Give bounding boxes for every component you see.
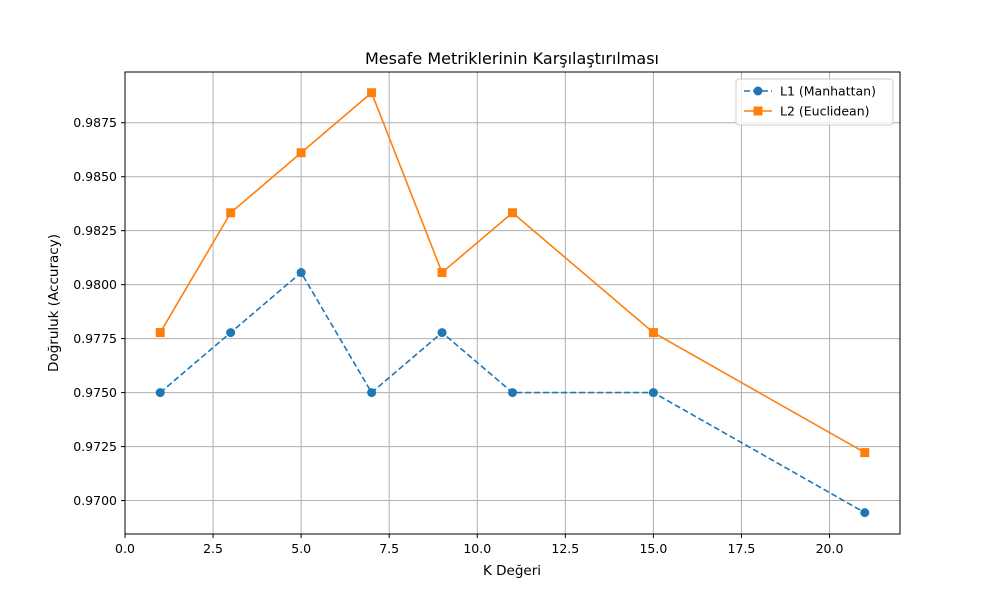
data-point-l2 bbox=[860, 448, 870, 458]
x-tick-label: 2.5 bbox=[203, 541, 223, 556]
x-tick-label: 20.0 bbox=[816, 541, 844, 556]
x-tick-label: 5.0 bbox=[291, 541, 311, 556]
data-point-l1 bbox=[860, 508, 870, 518]
chart-title: Mesafe Metriklerinin Karşılaştırılması bbox=[365, 49, 659, 68]
data-point-l2 bbox=[648, 328, 658, 338]
y-axis-title: Doğruluk (Accuracy) bbox=[46, 234, 62, 372]
series-line-l1 bbox=[159, 271, 866, 514]
data-point-l2 bbox=[508, 208, 517, 218]
series-l1 bbox=[155, 268, 870, 518]
x-tick-label: 17.5 bbox=[728, 541, 756, 556]
legend-label: L1 (Manhattan) bbox=[780, 84, 876, 99]
legend-marker bbox=[753, 106, 763, 116]
legend-box bbox=[735, 78, 894, 126]
x-tick-label: 12.5 bbox=[551, 541, 579, 556]
y-tick-label: 0.9750 bbox=[73, 385, 117, 400]
data-point-l2 bbox=[437, 268, 447, 278]
series-l2 bbox=[155, 88, 870, 458]
x-axis: 0.0 2.5 5.0 7.5 10.0 12.5 15.0 17.5 20.0 bbox=[115, 534, 844, 556]
data-point-l1 bbox=[367, 388, 377, 398]
x-tick-label: 0.0 bbox=[115, 541, 135, 556]
data-point-l1 bbox=[226, 328, 236, 338]
y-tick-label: 0.9775 bbox=[73, 331, 117, 346]
plot-frame bbox=[124, 71, 901, 535]
data-point-l1 bbox=[508, 388, 517, 398]
series-line-l2 bbox=[159, 91, 866, 454]
legend-item-l1: L1 (Manhattan) bbox=[744, 84, 876, 99]
y-tick-label: 0.9825 bbox=[73, 223, 117, 238]
legend-marker bbox=[753, 86, 763, 96]
data-point-l2 bbox=[367, 88, 377, 98]
legend: L1 (Manhattan) L2 (Euclidean) bbox=[735, 78, 894, 126]
data-point-l2 bbox=[155, 328, 165, 338]
data-point-l1 bbox=[437, 328, 447, 338]
y-tick-label: 0.9800 bbox=[73, 277, 117, 292]
data-point-l2 bbox=[296, 148, 306, 158]
y-tick-label: 0.9700 bbox=[73, 493, 117, 508]
x-tick-label: 10.0 bbox=[463, 541, 491, 556]
data-point-l1 bbox=[155, 388, 165, 398]
x-tick-label: 7.5 bbox=[379, 541, 399, 556]
data-point-l2 bbox=[226, 208, 236, 218]
legend-label: L2 (Euclidean) bbox=[780, 104, 870, 119]
y-tick-label: 0.9725 bbox=[73, 439, 117, 454]
plot-area bbox=[125, 72, 900, 534]
legend-item-l2: L2 (Euclidean) bbox=[744, 104, 870, 119]
x-axis-title: K Değeri bbox=[483, 563, 541, 579]
y-tick-label: 0.9875 bbox=[73, 115, 117, 130]
y-tick-label: 0.9850 bbox=[73, 169, 117, 184]
series-layer bbox=[155, 88, 870, 518]
y-axis: 0.9700 0.9725 0.9750 0.9775 0.9800 0.9825 0.98… bbox=[73, 115, 125, 508]
x-tick-label: 15.0 bbox=[639, 541, 667, 556]
data-point-l1 bbox=[648, 388, 658, 398]
data-point-l1 bbox=[296, 268, 306, 278]
